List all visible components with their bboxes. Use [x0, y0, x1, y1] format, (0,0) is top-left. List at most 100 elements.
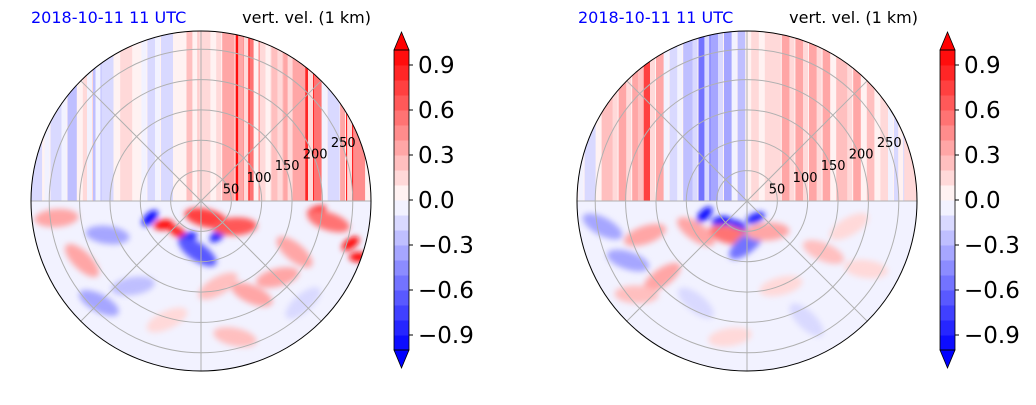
blob-9 [606, 249, 650, 272]
stripe-5 [101, 31, 114, 201]
stripe-fringe-3 [626, 31, 632, 201]
stripe-fringe-5 [95, 31, 101, 201]
colorbar-extend-max [939, 30, 956, 51]
grid-spoke-45 [200, 80, 322, 202]
stripe-fringe-0 [24, 31, 29, 201]
stripe-1 [601, 31, 614, 201]
stripe-fringe-17 [816, 31, 822, 201]
colorbar-tick-label: 0.6 [418, 98, 455, 124]
blob-10 [643, 262, 681, 293]
colorbar-tick-label: 0.9 [418, 53, 455, 79]
colorbar: −0.9 −0.6 −0.3 0.0 0.3 0.6 0.9 [939, 30, 1020, 370]
blob-23 [34, 208, 79, 228]
stripe-fringe-20 [308, 31, 313, 201]
stripe-21 [327, 31, 340, 201]
blob-3 [746, 211, 765, 225]
colorbar-tick-label: 0.0 [418, 188, 455, 214]
radial-tick-label: 150 [275, 159, 300, 174]
colorbar-segment [940, 230, 955, 246]
stripe-1 [50, 31, 63, 201]
colorbar-segment [394, 290, 409, 306]
stripe-fringe-2 [61, 31, 67, 201]
stripe-fringe-10 [192, 31, 198, 201]
blob-10 [341, 236, 360, 251]
radial-tick-label: 150 [821, 159, 846, 174]
colorbar-segment [394, 260, 409, 276]
stripe-fringe-8 [692, 31, 698, 201]
polar-frame [30, 30, 372, 372]
grid-spoke-315 [746, 200, 868, 322]
blob-11 [614, 285, 659, 304]
blob-17 [64, 243, 100, 278]
colorbar-segment [394, 320, 409, 336]
blob-18 [708, 327, 752, 347]
blob-12 [677, 287, 715, 319]
colorbar-tick-label: −0.3 [964, 233, 1020, 259]
grid-spoke-45 [746, 80, 868, 202]
colorbar-segment [940, 155, 955, 171]
blob-2 [168, 225, 187, 239]
stripe-fringe-7 [677, 31, 683, 201]
colorbar-segment [940, 320, 955, 336]
colorbar-segment [394, 95, 409, 111]
stripe-fringe-12 [745, 31, 751, 201]
blob-0 [696, 206, 713, 223]
blob-12 [276, 236, 313, 268]
colorbar-tick-label: 0.6 [964, 98, 1001, 124]
blob-6 [213, 217, 257, 236]
blob-0 [142, 210, 158, 226]
blob-20 [146, 307, 188, 333]
colorbar-segment [394, 170, 409, 186]
colorbar-tick-label: 0.0 [964, 188, 1001, 214]
stripe-fringe-16 [265, 31, 271, 201]
stripe-fringe-13 [758, 31, 764, 201]
stripe-fringe-2 [612, 31, 618, 201]
stripe-fringe-22 [340, 31, 346, 201]
stripe-fringe-5 [650, 31, 655, 201]
colorbar-tick-label: −0.9 [418, 323, 474, 349]
blob-7 [677, 217, 715, 246]
stripe-fringe-15 [253, 31, 259, 201]
colorbar-segment [940, 215, 955, 231]
colorbar-segment [940, 65, 955, 81]
stripe-23 [904, 31, 917, 201]
stripe-fringe-1 [44, 31, 50, 201]
colorbar-segment [394, 125, 409, 141]
colorbar-tick-label: −0.9 [964, 323, 1020, 349]
title-variable: vert. vel. (1 km) [242, 8, 371, 27]
blob-15 [829, 213, 869, 240]
blob-15 [198, 272, 238, 300]
colorbar-segment [940, 125, 955, 141]
stripe-fringe-8 [155, 31, 160, 201]
grid-spoke-225 [626, 200, 748, 322]
colorbar-segment [394, 230, 409, 246]
colorbar-segment [394, 50, 409, 66]
stripe-fringe-11 [216, 31, 222, 201]
radial-tick-label: 50 [223, 182, 240, 197]
colorbar-segment [940, 185, 955, 201]
stripe-fringe-15 [789, 31, 795, 201]
blob-2 [729, 219, 748, 234]
colorbar-segment [394, 215, 409, 231]
radial-tick-label: 200 [849, 148, 874, 163]
blob-18 [111, 276, 155, 296]
stripe-0 [31, 31, 43, 201]
colorbar-segment [394, 305, 409, 321]
stripe-fringe-20 [860, 31, 866, 201]
colorbar-extend-min [393, 349, 410, 370]
stripe-23 [353, 31, 366, 201]
colorbar-segment [940, 200, 955, 216]
colorbar-segment [940, 275, 955, 291]
stripe-fringe-10 [718, 31, 723, 201]
title-date: 2018-10-11 11 UTC [31, 8, 186, 27]
colorbar-segment [394, 335, 409, 351]
radial-tick-label: 100 [793, 171, 818, 186]
colorbar-segment [394, 245, 409, 261]
colorbar: −0.9 −0.6 −0.3 0.0 0.3 0.6 0.9 [393, 30, 474, 370]
colorbar-segment [394, 185, 409, 201]
stripe-fringe-14 [243, 31, 249, 201]
stripe-fringe-17 [277, 31, 283, 201]
stripe-fringe-18 [287, 31, 293, 201]
